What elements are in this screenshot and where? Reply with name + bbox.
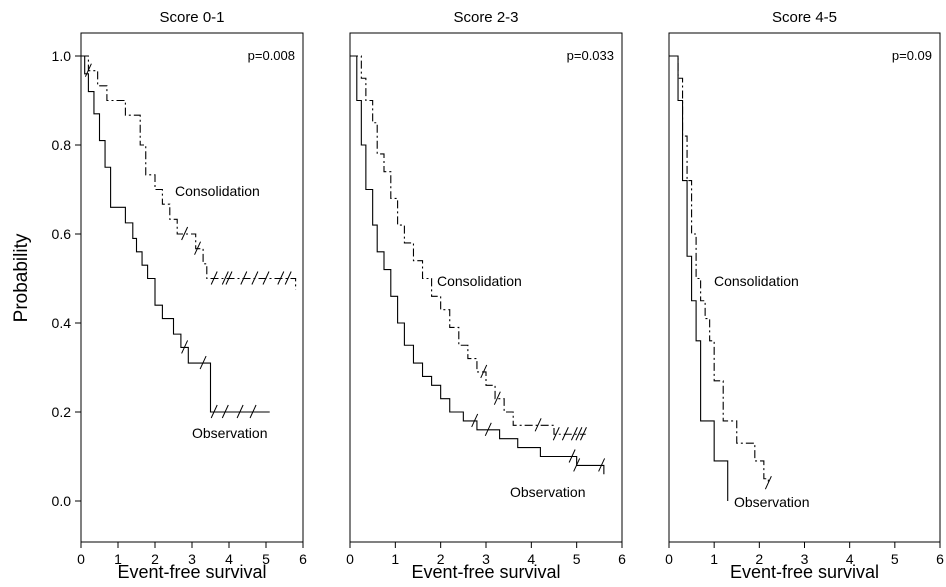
censor-mark	[471, 413, 479, 428]
series-line-consolidation	[350, 55, 586, 435]
x-tick-label: 4	[225, 551, 233, 567]
p-value-annotation: p=0.033	[567, 48, 614, 63]
x-tick-label: 1	[710, 551, 718, 567]
x-tick-label: 2	[755, 551, 763, 567]
x-axis-label: Event-free survival	[117, 562, 266, 582]
censor-mark	[484, 422, 492, 437]
x-axis-label: Event-free survival	[411, 562, 560, 582]
y-tick-label: 0.2	[52, 404, 72, 420]
plot-frame	[668, 32, 941, 543]
x-tick-label: 1	[391, 551, 399, 567]
censor-mark	[552, 427, 560, 441]
y-tick-label: 0.4	[52, 315, 72, 331]
censor-mark	[284, 271, 292, 285]
x-tick-label: 4	[846, 551, 854, 567]
chart-panel-1: Score 0-1 0 1 2 3 4 5 6 Event-free survival 0.0 0.…	[52, 9, 308, 582]
y-tick-label: 0.0	[52, 493, 72, 509]
censor-mark	[493, 391, 501, 405]
censor-mark	[225, 271, 233, 285]
censor-mark	[480, 364, 488, 379]
series-line-consolidation	[81, 55, 297, 290]
x-tick-label: 3	[482, 551, 490, 567]
series-label-observation: Observation	[510, 484, 585, 500]
censor-mark	[210, 271, 218, 285]
series-line-observation	[350, 55, 605, 475]
censor-mark	[221, 404, 229, 419]
plot-frame	[80, 32, 304, 543]
x-tick-label: 6	[299, 551, 307, 567]
chart-title: Score 0-1	[159, 9, 224, 26]
censor-mark	[199, 355, 207, 370]
x-tick-label: 5	[891, 551, 899, 567]
chart-panel-3: Score 4-5 0 1 2 3 4 5 6 Event-free survival p=0.0…	[665, 9, 944, 582]
series-label-observation: Observation	[734, 494, 809, 510]
p-value-annotation: p=0.008	[248, 48, 295, 63]
censor-mark	[534, 418, 542, 432]
censor-mark	[277, 271, 285, 285]
series-label-observation: Observation	[192, 425, 267, 441]
censor-mark	[240, 271, 248, 285]
censor-mark	[251, 271, 259, 285]
censor-mark	[236, 404, 244, 419]
censor-mark	[181, 226, 189, 241]
censor-mark	[561, 427, 569, 441]
y-tick-label: 0.8	[52, 137, 72, 153]
censor-mark	[575, 427, 583, 441]
x-tick-label: 3	[801, 551, 809, 567]
x-tick-label: 0	[77, 551, 85, 567]
censor-mark	[194, 241, 202, 255]
x-tick-label: 6	[936, 551, 944, 567]
chart-panel-2: Score 2-3 0 1 2 3 4 5 6 Event-free survival p=0.0…	[346, 9, 626, 582]
x-tick-label: 2	[151, 551, 159, 567]
censor-mark	[598, 458, 606, 472]
x-tick-label: 1	[114, 551, 122, 567]
series-line-consolidation	[669, 55, 769, 484]
p-value-annotation: p=0.09	[892, 48, 932, 63]
x-tick-label: 5	[573, 551, 581, 567]
series-line-observation	[81, 55, 270, 413]
x-tick-label: 2	[437, 551, 445, 567]
x-tick-label: 0	[665, 551, 673, 567]
censor-mark	[573, 458, 581, 472]
series-label-consolidation: Consolidation	[175, 183, 260, 199]
censor-mark	[210, 404, 218, 419]
censor-mark	[84, 63, 92, 77]
x-tick-label: 5	[262, 551, 270, 567]
y-tick-label: 1.0	[52, 48, 72, 64]
x-axis-label: Event-free survival	[730, 562, 879, 582]
y-tick-label: 0.6	[52, 226, 72, 242]
x-tick-label: 4	[527, 551, 535, 567]
censor-mark	[580, 427, 587, 441]
chart-title: Score 2-3	[453, 9, 518, 26]
censor-mark	[221, 271, 229, 285]
x-tick-label: 6	[618, 551, 626, 567]
chart-title: Score 4-5	[772, 9, 837, 26]
x-tick-label: 3	[188, 551, 196, 567]
y-axis-label: Probability	[11, 233, 32, 322]
censor-mark	[249, 404, 257, 419]
x-tick-label: 0	[346, 551, 354, 567]
censor-mark	[181, 340, 189, 354]
series-line-observation	[669, 55, 729, 501]
series-label-consolidation: Consolidation	[437, 273, 522, 289]
censor-mark	[262, 271, 270, 285]
censor-mark	[570, 427, 578, 441]
censor-mark	[568, 449, 576, 463]
series-label-consolidation: Consolidation	[714, 273, 799, 289]
censor-mark	[764, 475, 772, 490]
